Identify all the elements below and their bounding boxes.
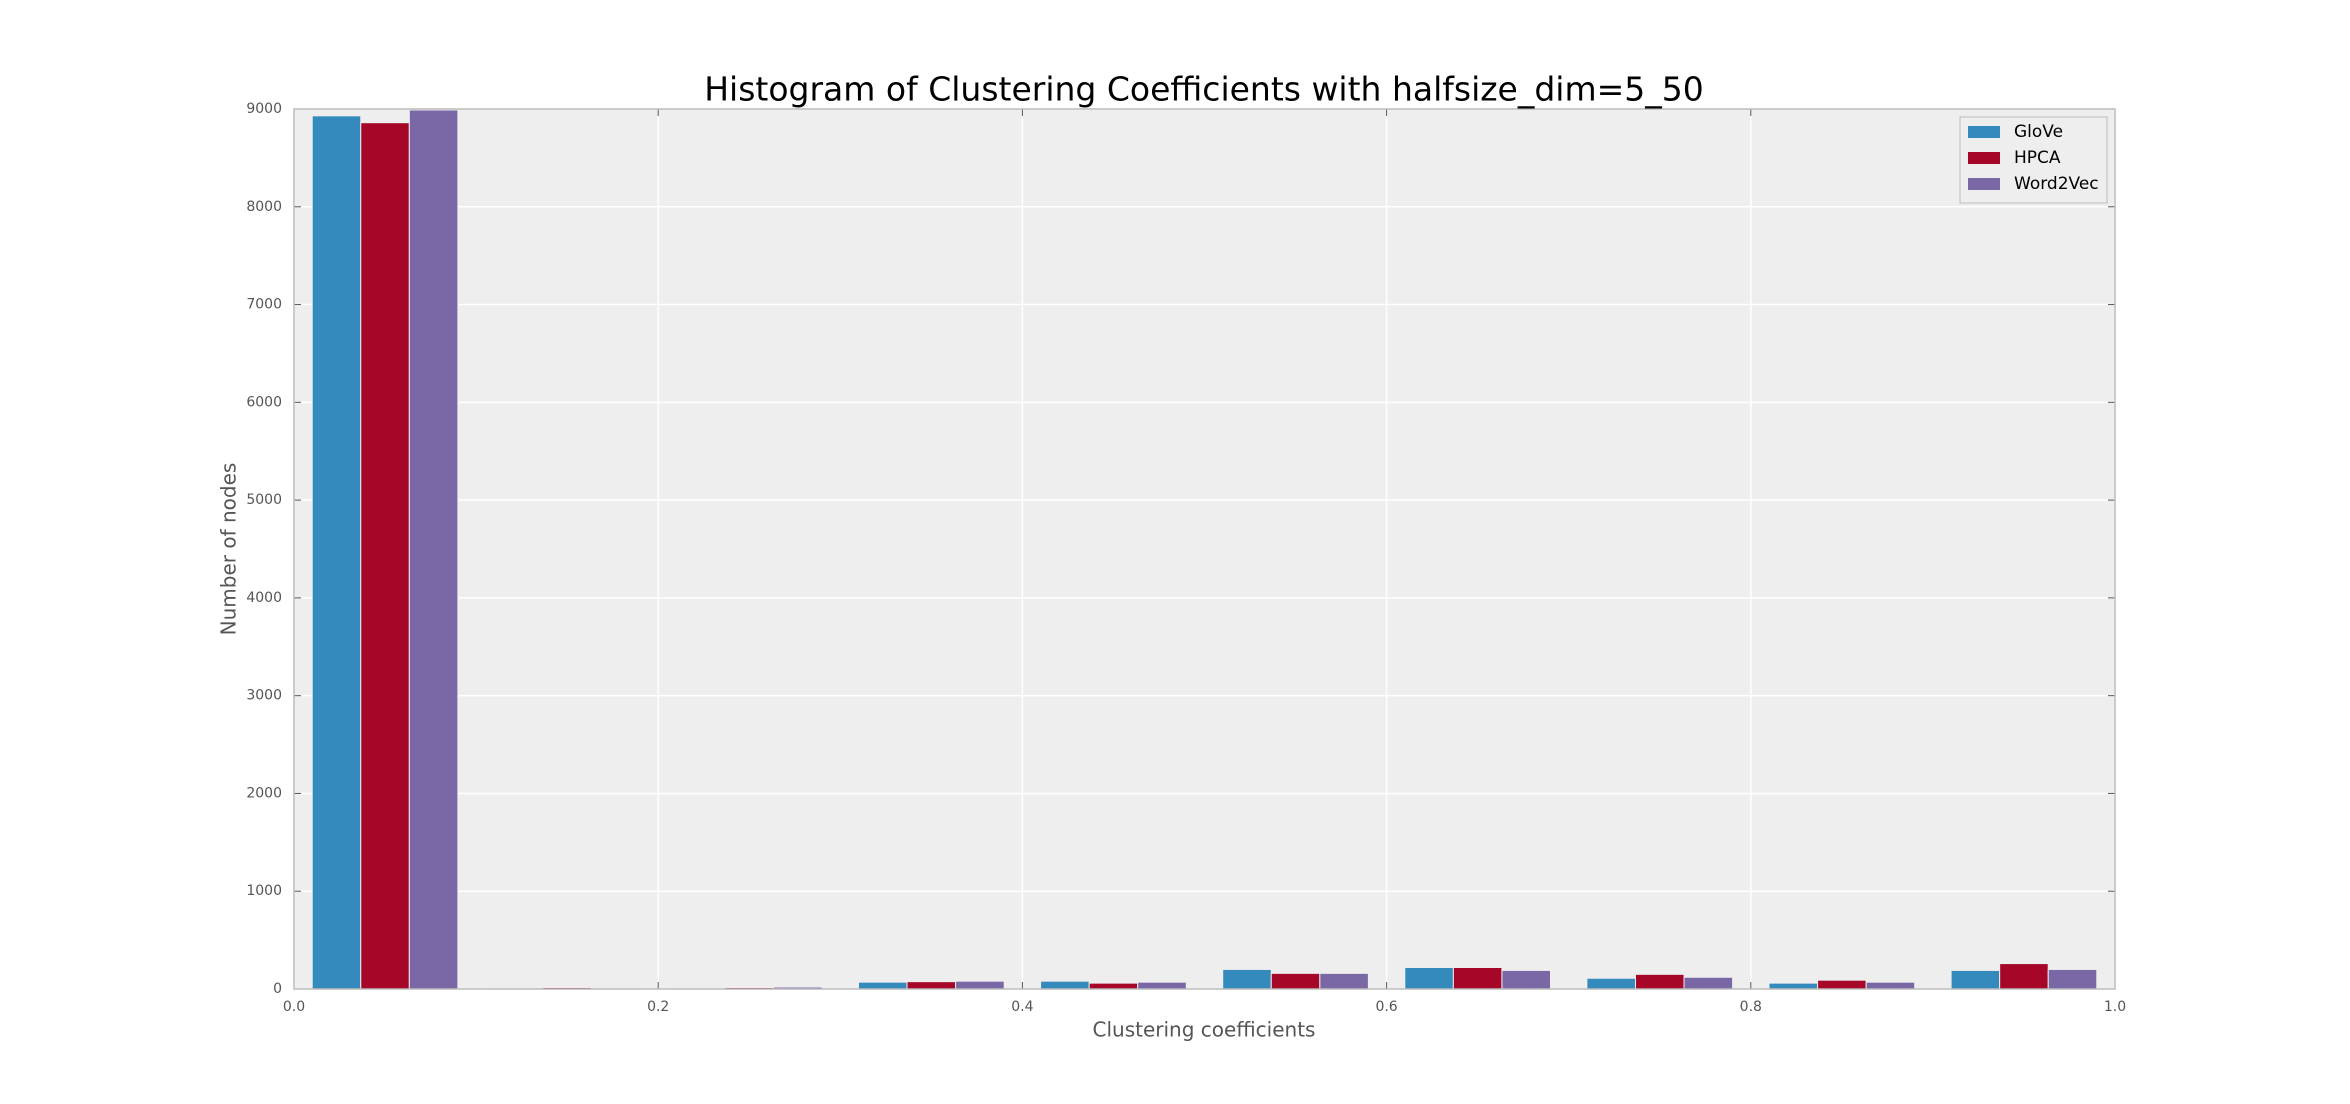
bar [361,123,410,989]
legend: GloVe HPCA Word2Vec [1960,117,2107,203]
y-tick-label: 7000 [246,297,282,313]
bar [1320,973,1369,989]
y-axis-label: Number of nodes [217,463,241,636]
bar [1502,970,1551,989]
bar [859,982,908,989]
y-tick-label: 3000 [246,688,282,704]
bar [1818,980,1867,989]
x-tick-label: 0.6 [1375,999,1397,1015]
bar [2000,964,2049,989]
y-tick-label: 1000 [246,883,282,899]
y-tick-label: 0 [273,981,282,997]
y-tick-label: 2000 [246,785,282,801]
bar [1866,982,1915,989]
plot-area [294,109,2115,989]
chart-title: Histogram of Clustering Coefficients wit… [704,70,1704,109]
bar [1587,978,1636,989]
bar [409,110,458,989]
x-tick-label: 0.8 [1740,999,1762,1015]
y-tick-label: 4000 [246,590,282,606]
bar [1041,981,1090,989]
legend-label: GloVe [2014,122,2063,142]
x-tick-label: 0.4 [1011,999,1033,1015]
y-tick-label: 9000 [246,101,282,117]
x-axis-label: Clustering coefficients [1093,1018,1316,1042]
legend-swatch [1968,152,2000,164]
bar [1453,967,1502,989]
bar [1223,969,1272,989]
y-tick-label: 6000 [246,394,282,410]
bar [1769,983,1818,989]
legend-label: HPCA [2014,148,2061,168]
x-tick-label: 1.0 [2104,999,2126,1015]
legend-swatch [1968,126,2000,138]
bar [1271,973,1320,989]
x-tick-label: 0.0 [283,999,305,1015]
bar [1405,967,1454,989]
bar [1635,974,1684,989]
bar [1951,970,2000,989]
bar [312,116,361,989]
y-tick-label: 5000 [246,492,282,508]
bar [1684,977,1733,989]
bar [907,982,956,989]
legend-label: Word2Vec [2014,174,2099,194]
bar [956,981,1005,989]
bar [2048,969,2097,989]
bar [1138,982,1187,989]
y-tick-label: 8000 [246,199,282,215]
x-tick-label: 0.2 [647,999,669,1015]
legend-swatch [1968,178,2000,190]
bar [1089,983,1138,989]
